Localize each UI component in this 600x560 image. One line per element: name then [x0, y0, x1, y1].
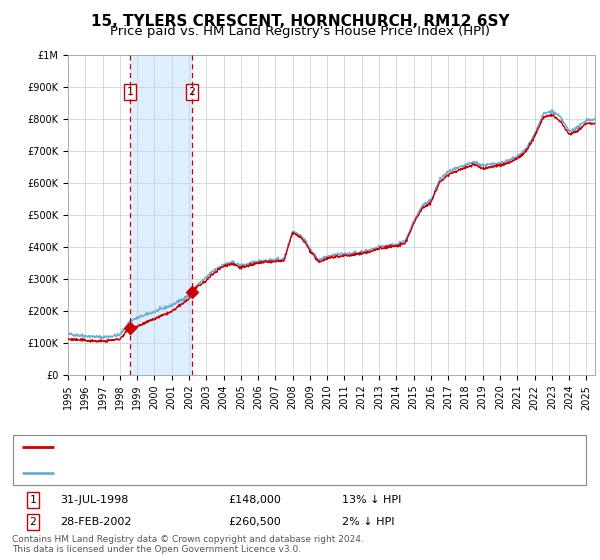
- Text: 31-JUL-1998: 31-JUL-1998: [60, 495, 128, 505]
- Text: HPI: Average price, detached house, Havering: HPI: Average price, detached house, Have…: [62, 468, 319, 478]
- Text: 2: 2: [29, 517, 37, 527]
- Text: 1: 1: [127, 87, 133, 97]
- Bar: [130, 55, 192, 375]
- Text: 2: 2: [188, 87, 195, 97]
- Text: 2% ↓ HPI: 2% ↓ HPI: [342, 517, 395, 527]
- FancyBboxPatch shape: [13, 435, 586, 485]
- Text: £260,500: £260,500: [228, 517, 281, 527]
- Text: 28-FEB-2002: 28-FEB-2002: [60, 517, 131, 527]
- Text: £148,000: £148,000: [228, 495, 281, 505]
- Text: Contains HM Land Registry data © Crown copyright and database right 2024.
This d: Contains HM Land Registry data © Crown c…: [12, 535, 364, 554]
- Text: 15, TYLERS CRESCENT, HORNCHURCH, RM12 6SY: 15, TYLERS CRESCENT, HORNCHURCH, RM12 6S…: [91, 14, 509, 29]
- Text: 1: 1: [29, 495, 37, 505]
- Text: 13% ↓ HPI: 13% ↓ HPI: [342, 495, 401, 505]
- Text: Price paid vs. HM Land Registry's House Price Index (HPI): Price paid vs. HM Land Registry's House …: [110, 25, 490, 38]
- Text: 15, TYLERS CRESCENT, HORNCHURCH, RM12 6SY (detached house): 15, TYLERS CRESCENT, HORNCHURCH, RM12 6S…: [62, 442, 440, 452]
